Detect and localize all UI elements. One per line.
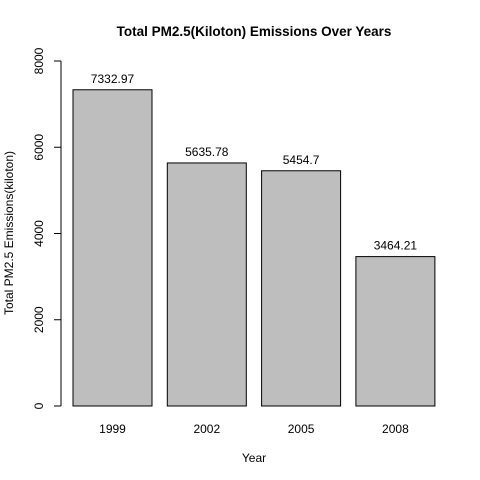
x-tick-label-2005: 2005 <box>288 422 315 436</box>
x-tick-label-2008: 2008 <box>382 422 409 436</box>
y-tick-label: 6000 <box>32 134 46 161</box>
y-tick-label: 2000 <box>32 306 46 333</box>
bar-2005 <box>261 170 342 407</box>
bars-group: 7332.97 5635.78 5454.7 3464.21 <box>72 72 436 407</box>
data-label-1999: 7332.97 <box>91 72 135 86</box>
x-tick-label-2002: 2002 <box>193 422 220 436</box>
x-tick-label-1999: 1999 <box>99 422 126 436</box>
y-tick-label: 8000 <box>32 47 46 74</box>
data-label-2002: 5635.78 <box>185 145 229 159</box>
data-label-2008: 3464.21 <box>374 239 418 253</box>
y-axis-label: Total PM2.5 Emissions(kiloton) <box>2 151 16 315</box>
bar-2008 <box>355 256 436 407</box>
y-axis: 0 2000 4000 6000 8000 <box>32 47 62 409</box>
x-axis-label: Year <box>242 451 266 465</box>
y-tick-label: 4000 <box>32 220 46 247</box>
bar-2002 <box>166 162 247 407</box>
data-label-2005: 5454.7 <box>283 153 320 167</box>
y-tick-label: 0 <box>32 402 46 409</box>
x-tick-labels: 1999 2002 2005 2008 <box>99 422 409 436</box>
bar-1999 <box>72 89 153 407</box>
chart-title: Total PM2.5(Kiloton) Emissions Over Year… <box>117 24 392 39</box>
